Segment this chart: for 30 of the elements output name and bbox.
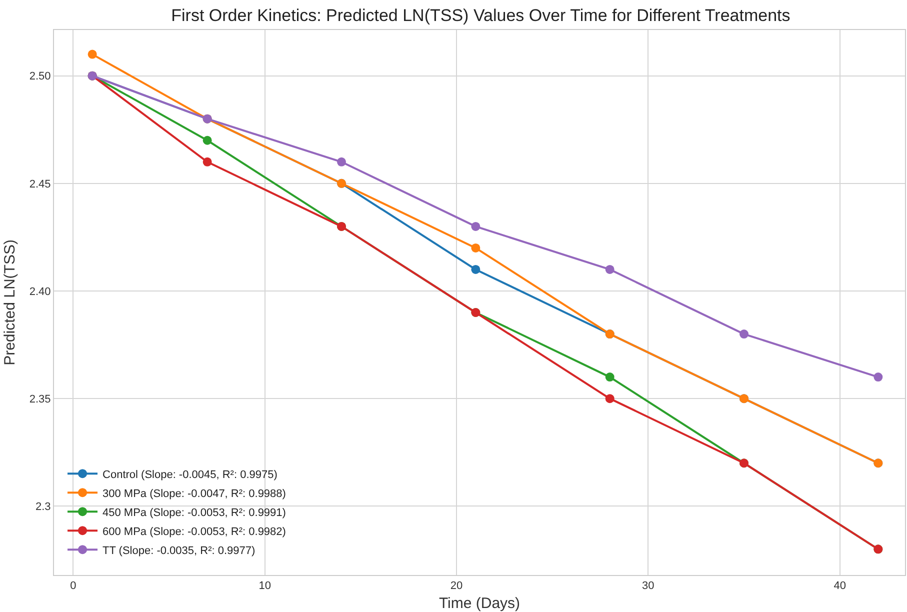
legend-label: 450 MPa (Slope: -0.0053, R²: 0.9991) [102,506,286,519]
point [605,264,614,274]
point [605,394,614,404]
chart-title: First Order Kinetics: Predicted LN(TSS) Values Over Time for Different Treatments [171,6,790,26]
legend-label: Control (Slope: -0.0045, R²: 0.9975) [102,468,278,481]
y-axis-title: Predicted LN(TSS) [2,240,19,366]
point [471,222,480,231]
point [202,157,212,166]
point [740,330,748,339]
x-tick-label: 40 [834,580,846,592]
x-tick-label: 10 [258,580,271,592]
y-tick-label: 2.3 [36,501,51,513]
legend-label: 600 MPa (Slope: -0.0053, R²: 0.9982) [102,526,286,538]
y-tick-label: 2.45 [29,178,51,190]
point [471,243,480,252]
point [605,372,614,382]
y-tick-label: 2.50 [29,70,51,83]
point [337,157,346,166]
point [874,372,883,382]
point [202,136,212,145]
x-tick-label: 0 [70,580,76,592]
x-axis-title: Time (Days) [438,595,520,612]
legend-label: TT (Slope: -0.0035, R²: 0.9977) [102,544,256,557]
x-tick-label: 20 [450,580,463,592]
y-tick-label: 2.35 [29,393,51,406]
y-tick-label: 2.40 [29,286,51,298]
point [471,264,480,274]
x-tick-label: 30 [642,580,654,592]
point [88,50,97,59]
legend-label: 300 MPa (Slope: -0.0047, R²: 0.9988) [102,488,286,500]
